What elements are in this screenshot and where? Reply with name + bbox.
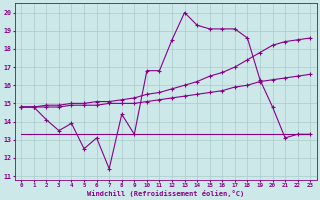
X-axis label: Windchill (Refroidissement éolien,°C): Windchill (Refroidissement éolien,°C) xyxy=(87,190,244,197)
